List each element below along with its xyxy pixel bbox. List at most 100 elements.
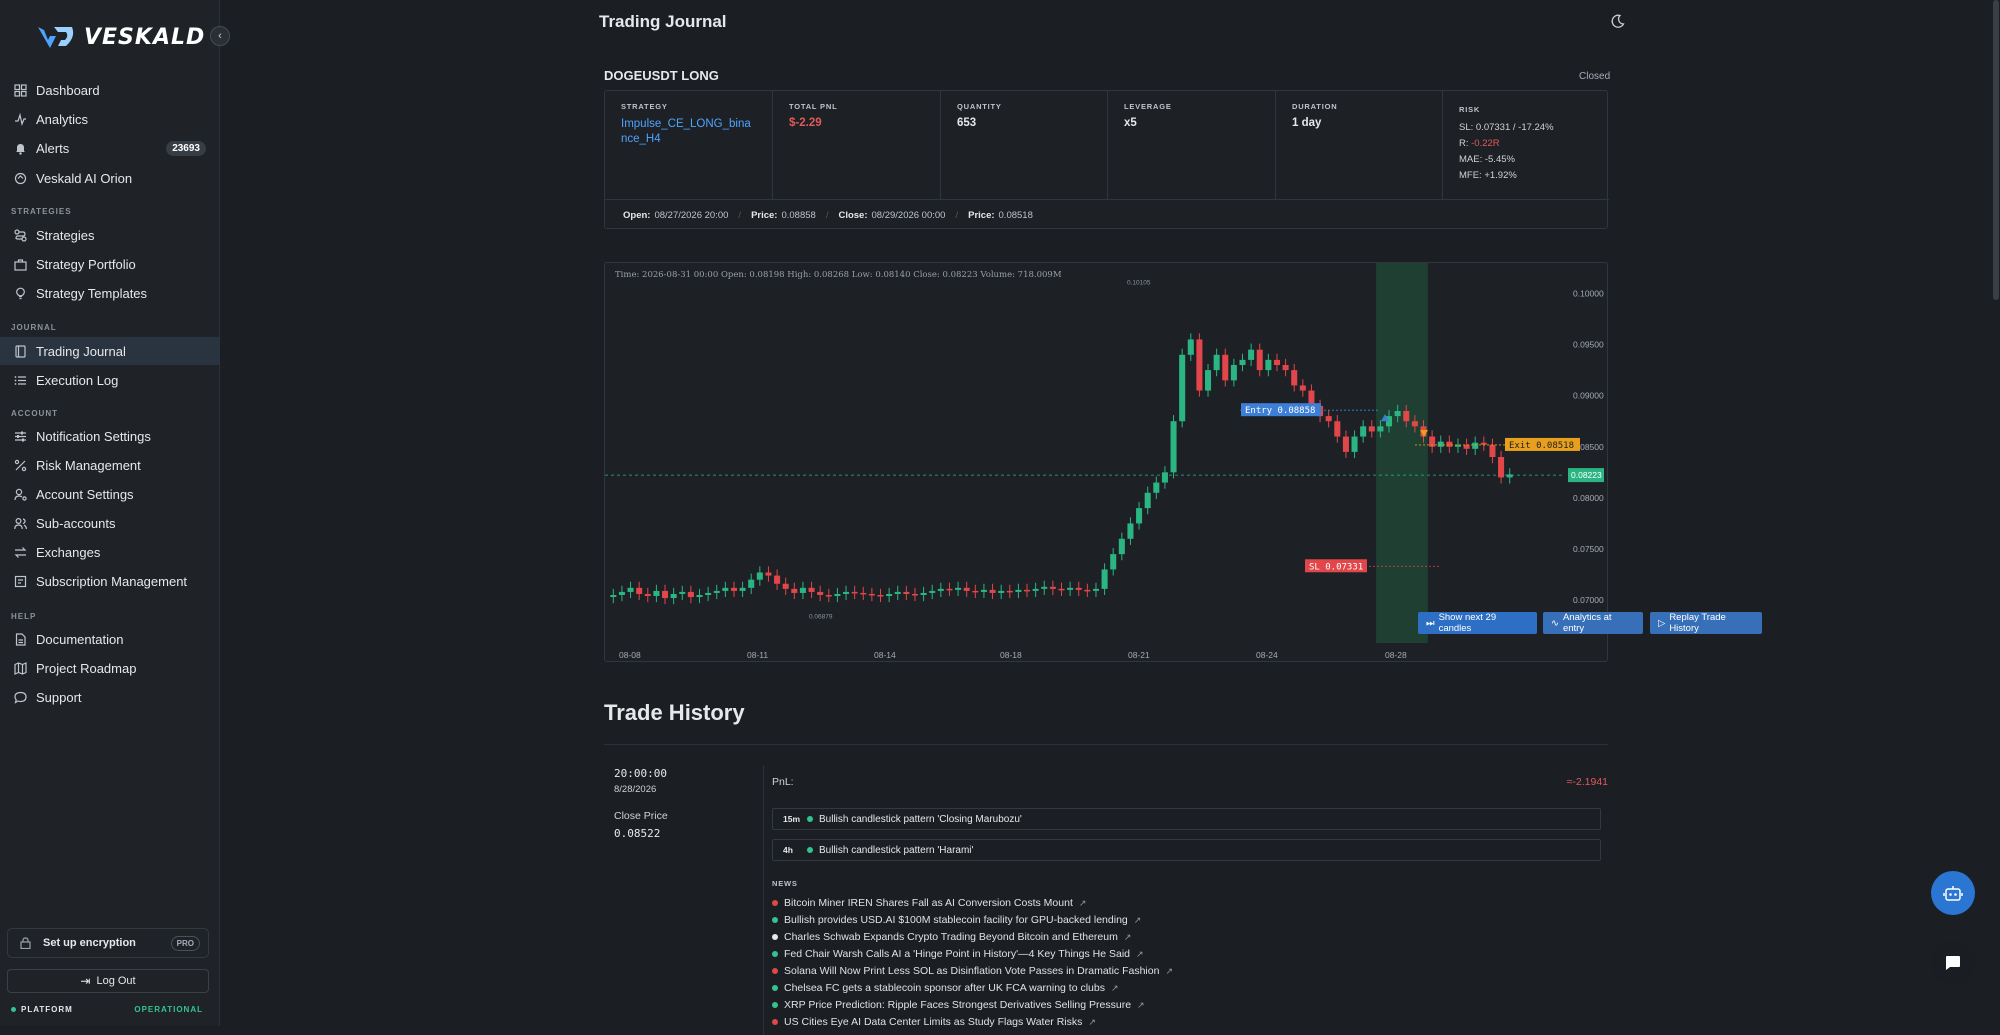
entry-label: Entry 0.08858 <box>1245 406 1315 416</box>
news-item[interactable]: Chelsea FC gets a stablecoin sponsor aft… <box>772 982 1119 994</box>
replay-trade-history-button[interactable]: ▷ Replay Trade History <box>1650 612 1762 634</box>
sidebar-item-risk-management[interactable]: Risk Management <box>0 451 220 479</box>
candle-body <box>1041 586 1048 589</box>
external-link-icon[interactable]: ↗ <box>1133 914 1142 925</box>
alerts-count-badge: 23693 <box>166 140 206 156</box>
candle-body <box>1454 444 1461 447</box>
sidebar-item-label: Exchanges <box>36 544 101 560</box>
logout-button[interactable]: ⇥ Log Out <box>7 969 209 993</box>
news-item[interactable]: Charles Schwab Expands Crypto Trading Be… <box>772 931 1131 943</box>
sidebar-item-account-settings[interactable]: Account Settings <box>0 480 220 508</box>
sidebar-item-strategy-templates[interactable]: Strategy Templates <box>0 279 220 307</box>
sidebar-item-strategy-portfolio[interactable]: Strategy Portfolio <box>0 250 220 278</box>
sidebar-item-subscription-management[interactable]: Subscription Management <box>0 567 220 595</box>
brand-logo[interactable]: VESKALD <box>36 24 205 50</box>
ai-assistant-robot-button[interactable] <box>1931 871 1975 915</box>
candle-body <box>1472 442 1479 449</box>
candle-body <box>851 591 858 594</box>
candle-body <box>1480 442 1487 445</box>
candle-body <box>627 587 634 592</box>
sidebar-item-execution-log[interactable]: Execution Log <box>0 366 220 394</box>
news-headline[interactable]: Solana Will Now Print Less SOL as Disinf… <box>784 965 1160 977</box>
external-link-icon[interactable]: ↗ <box>1136 948 1144 959</box>
sidebar-item-analytics[interactable]: Analytics <box>0 105 220 133</box>
external-link-icon[interactable]: ↗ <box>1137 999 1145 1010</box>
quantity-label: QUANTITY <box>957 102 1002 111</box>
bullish-dot <box>807 847 813 853</box>
news-headline[interactable]: Fed Chair Warsh Calls AI a 'Hinge Point … <box>784 948 1130 960</box>
candle-body <box>980 589 987 592</box>
chat-button[interactable] <box>1931 941 1975 985</box>
sentiment-dot <box>772 917 778 923</box>
external-link-icon[interactable]: ↗ <box>1078 897 1087 908</box>
low-annotation: 0.06879 <box>809 613 833 620</box>
candle-body <box>1196 339 1203 391</box>
sidebar-item-exchanges[interactable]: Exchanges <box>0 538 220 566</box>
candle-body <box>998 590 1005 593</box>
news-item[interactable]: Fed Chair Warsh Calls AI a 'Hinge Point … <box>772 948 1144 960</box>
external-link-icon[interactable]: ↗ <box>1088 1016 1096 1027</box>
strategy-link[interactable]: Impulse_CE_LONG_binance_H4 <box>621 118 751 145</box>
show-next-candles-button[interactable]: ⏭ Show next 29 candles <box>1418 612 1537 634</box>
risk-cell: RISK SL: 0.07331 / -17.24% R: -0.22R MAE: -… <box>1443 91 1609 199</box>
candle-body <box>1291 370 1298 386</box>
news-headline[interactable]: Bullish provides USD.AI $100M stablecoin… <box>784 914 1128 926</box>
trade-status: Closed <box>1579 71 1611 82</box>
external-link-icon[interactable]: ↗ <box>1165 965 1173 976</box>
sidebar-item-project-roadmap[interactable]: Project Roadmap <box>0 654 220 682</box>
sidebar-item-alerts[interactable]: Alerts 23693 <box>0 134 220 162</box>
setup-encryption-button[interactable]: Set up encryption PRO <box>7 928 209 958</box>
sidebar-item-documentation[interactable]: Documentation <box>0 625 220 653</box>
exit-label-bg <box>1505 437 1580 451</box>
candle-body <box>886 593 893 597</box>
candle-body <box>972 590 979 593</box>
pro-badge: PRO <box>170 935 200 951</box>
sidebar-item-label: Risk Management <box>36 457 141 473</box>
news-headline[interactable]: XRP Price Prediction: Ripple Faces Stron… <box>784 999 1132 1011</box>
theme-toggle-moon-icon[interactable] <box>1610 14 1626 30</box>
close-price-label: Price: <box>968 209 995 221</box>
candle-body <box>1377 426 1384 432</box>
collapse-sidebar-button[interactable]: ‹ <box>210 26 230 46</box>
external-link-icon[interactable]: ↗ <box>1123 931 1132 942</box>
news-headline[interactable]: US Cities Eye AI Data Center Limits as S… <box>784 1016 1083 1028</box>
scrollbar[interactable] <box>1993 0 1999 300</box>
sidebar-item-dashboard[interactable]: Dashboard <box>0 76 220 104</box>
news-item[interactable]: Solana Will Now Print Less SOL as Disinf… <box>772 965 1173 977</box>
candle-body <box>1205 370 1212 391</box>
trade-summary-card: STRATEGY Impulse_CE_LONG_binance_H4 TOTAL… <box>604 90 1609 229</box>
sidebar-item-sub-accounts[interactable]: Sub-accounts <box>0 509 220 537</box>
x-tick-label: 08-28 <box>1385 650 1407 660</box>
candle-body <box>1394 411 1401 417</box>
sidebar-item-notification-settings[interactable]: Notification Settings <box>0 422 220 450</box>
analytics-at-entry-button[interactable]: ∿ Analytics at entry <box>1543 612 1643 634</box>
candlestick-chart-svg[interactable]: Time: 2026-08-31 00:00 Open: 0.08198 Hig… <box>605 263 1609 663</box>
sidebar-item-support[interactable]: Support <box>0 683 220 711</box>
candle-body <box>1360 426 1367 437</box>
news-headline[interactable]: Charles Schwab Expands Crypto Trading Be… <box>784 931 1118 943</box>
sidebar-item-veskald-ai-orion[interactable]: Veskald AI Orion <box>0 164 220 192</box>
candle-body <box>989 589 996 593</box>
candle-body <box>903 591 910 594</box>
news-label: NEWS <box>772 879 798 888</box>
news-item[interactable]: Bitcoin Miner IREN Shares Fall as AI Con… <box>772 897 1086 909</box>
external-link-icon[interactable]: ↗ <box>1111 982 1119 993</box>
news-item[interactable]: Bullish provides USD.AI $100M stablecoin… <box>772 914 1141 926</box>
candle-body <box>722 587 729 591</box>
news-headline[interactable]: Bitcoin Miner IREN Shares Fall as AI Con… <box>784 897 1073 909</box>
news-item[interactable]: US Cities Eye AI Data Center Limits as S… <box>772 1016 1096 1028</box>
y-tick-label: 0.08500 <box>1573 442 1604 452</box>
sidebar-item-strategies[interactable]: Strategies <box>0 221 220 249</box>
candle-body <box>946 588 953 591</box>
candle-body <box>920 592 927 595</box>
y-tick-label: 0.07000 <box>1573 595 1604 605</box>
candle-body <box>636 587 643 594</box>
close-time: 08/29/2026 00:00 <box>871 209 946 221</box>
document-icon <box>13 632 27 646</box>
candle-body <box>756 572 763 580</box>
price-chart[interactable]: Time: 2026-08-31 00:00 Open: 0.08198 Hig… <box>604 262 1762 663</box>
candle-body <box>1067 587 1074 590</box>
news-headline[interactable]: Chelsea FC gets a stablecoin sponsor aft… <box>784 982 1105 994</box>
sidebar-item-trading-journal[interactable]: Trading Journal <box>0 337 220 365</box>
news-item[interactable]: XRP Price Prediction: Ripple Faces Stron… <box>772 999 1145 1011</box>
